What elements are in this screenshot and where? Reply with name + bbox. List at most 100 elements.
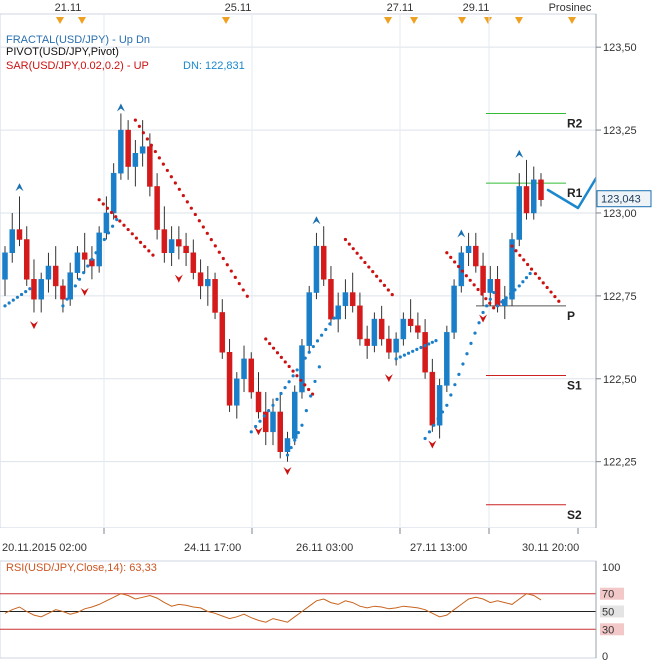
sar-down-dot	[285, 453, 290, 457]
sar-down-dot	[465, 352, 469, 356]
rsi-tick-label: 0	[602, 651, 608, 662]
sar-down-dot	[317, 365, 321, 369]
fractal-up-marker	[15, 183, 24, 192]
candle-body	[393, 338, 399, 353]
sar-down-dot	[427, 430, 432, 434]
sar-down-dot	[61, 304, 65, 308]
candle-body	[205, 279, 211, 287]
sar-up-dot	[518, 253, 522, 257]
candle-body	[96, 232, 102, 267]
sar-up-dot	[484, 297, 488, 301]
rsi-indicator: RSI(USD/JPY,Close,14): 63,33 100 70 50 30 0	[0, 561, 624, 662]
current-price-label: 123,043	[601, 194, 641, 206]
sar-up-dot	[522, 258, 526, 262]
sar-up-dot	[221, 256, 225, 261]
candle-body	[31, 279, 37, 300]
sar-down-dot	[485, 304, 489, 308]
pivot-label: S2	[567, 508, 582, 522]
day-marker-triangle	[568, 17, 576, 24]
candle-body	[60, 285, 66, 300]
rsi-panel	[0, 560, 597, 659]
sar-down-dot	[473, 331, 477, 335]
sar-up-dot	[488, 301, 492, 305]
candle-body	[531, 179, 537, 214]
candle-body	[444, 332, 450, 386]
rsi-tick-background	[600, 650, 624, 662]
sar-up-dot	[145, 137, 149, 141]
candle-body	[241, 358, 247, 380]
candle-body	[110, 172, 117, 214]
sar-down-dot	[398, 355, 402, 359]
sar-up-dot	[537, 276, 541, 280]
sar-down-dot	[492, 290, 496, 295]
candle-body	[154, 186, 160, 230]
sar-down-dot	[423, 436, 427, 441]
bottom-date-axis: 20.11.2015 02:00 24.11 17:00 26.11 03:00 27…	[0, 528, 658, 561]
sar-down-dot	[430, 340, 434, 344]
main-plot-area	[0, 13, 597, 529]
sar-up-dot	[291, 369, 295, 373]
sar-down-dot	[521, 280, 525, 284]
candle-body	[335, 305, 341, 320]
price-tick-label: 122,25	[603, 457, 637, 469]
day-marker-triangle	[410, 17, 418, 24]
sar-up-dot	[126, 227, 130, 232]
fractal-down-marker	[384, 374, 393, 383]
bottom-axis-background	[0, 528, 658, 561]
top-date-label: 27.11	[387, 2, 414, 14]
sar-down-dot	[90, 257, 94, 261]
sar-down-dot	[508, 292, 513, 296]
rsi-tick-label: 70	[602, 589, 614, 601]
sar-up-dot	[143, 245, 147, 249]
sar-down-dot	[98, 244, 102, 248]
sar-up-dot	[375, 274, 379, 278]
sar-up-dot	[153, 149, 157, 154]
fractal-down-marker	[254, 427, 263, 436]
day-marker-triangle	[222, 17, 230, 24]
sar-up-dot	[97, 198, 101, 202]
sar-up-dot	[149, 143, 153, 147]
candlesticks	[2, 113, 544, 462]
sar-up-dot	[213, 244, 217, 248]
candle-body	[103, 212, 110, 234]
sar-up-dot	[279, 355, 283, 359]
pivot-label: P	[567, 309, 575, 323]
grid-lines	[0, 14, 596, 528]
sar-down-dot	[528, 271, 532, 276]
sar-up-dot	[464, 274, 468, 278]
sar-down-dot	[311, 344, 315, 349]
candle-body	[74, 252, 81, 273]
sar-up-dot	[472, 283, 476, 287]
sar-up-dot	[299, 378, 303, 382]
sar-up-dot	[367, 265, 371, 269]
price-tick-label: 122,75	[603, 291, 637, 303]
candle-body	[299, 345, 305, 393]
sar-down-dot	[275, 397, 279, 402]
sar-down-dot	[304, 409, 308, 413]
sar-up-dot	[476, 287, 480, 292]
rsi-line	[4, 593, 542, 623]
candle-body	[349, 292, 356, 307]
rsi-tick-background	[600, 623, 624, 636]
sar-down-dot	[324, 327, 328, 332]
candle-body	[2, 252, 8, 280]
candle-body	[16, 229, 23, 240]
price-tick-label: 123,00	[603, 208, 637, 220]
rsi-tick-background	[600, 587, 624, 600]
sar-up-dot	[453, 260, 457, 264]
sar-down-dot	[289, 445, 293, 450]
sar-up-dot	[456, 264, 461, 269]
candle-body	[234, 378, 240, 406]
top-date-label: Prosinec	[549, 2, 592, 14]
candle-body	[67, 272, 73, 300]
sar-up-dot	[205, 231, 209, 235]
candle-body	[212, 279, 218, 313]
sar-down-dot	[287, 380, 291, 384]
sar-down-dot	[86, 264, 90, 268]
candle-body	[291, 391, 298, 439]
sar-down-dot	[457, 372, 461, 376]
sar-down-dot	[291, 374, 295, 378]
sar-down-dot	[315, 339, 320, 343]
sar-down-dot	[77, 277, 82, 281]
bottom-date-label: 20.11.2015 02:00	[2, 542, 87, 554]
